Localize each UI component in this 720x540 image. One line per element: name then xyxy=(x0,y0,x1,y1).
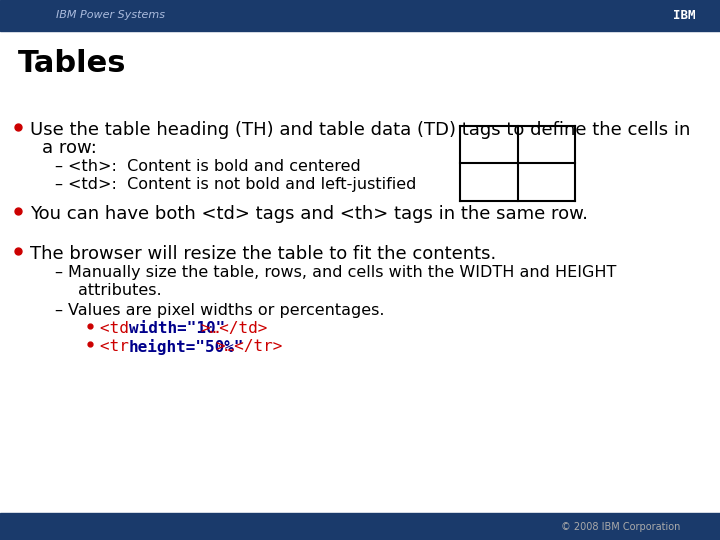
Text: >…</tr>: >…</tr> xyxy=(215,339,282,354)
Text: height="50%": height="50%" xyxy=(129,339,244,355)
Text: –: – xyxy=(54,177,62,192)
Text: <tr: <tr xyxy=(100,339,138,354)
Text: <td>:  Content is not bold and left-justified: <td>: Content is not bold and left-justi… xyxy=(68,177,416,192)
Text: Use the table heading (TH) and table data (TD) tags to define the cells in: Use the table heading (TH) and table dat… xyxy=(30,121,690,139)
Bar xyxy=(0,0,720,31)
Text: a row:: a row: xyxy=(42,139,97,157)
Text: You can have both <td> tags and <th> tags in the same row.: You can have both <td> tags and <th> tag… xyxy=(30,205,588,223)
Text: >…</td>: >…</td> xyxy=(201,321,268,336)
Text: width="10": width="10" xyxy=(129,321,225,336)
Text: <th>:  Content is bold and centered: <th>: Content is bold and centered xyxy=(68,159,361,174)
Text: <td: <td xyxy=(100,321,138,336)
Text: © 2008 IBM Corporation: © 2008 IBM Corporation xyxy=(561,522,680,531)
Text: –: – xyxy=(54,303,62,318)
Text: Tables: Tables xyxy=(18,49,127,78)
Text: IBM: IBM xyxy=(672,9,695,22)
Text: The browser will resize the table to fit the contents.: The browser will resize the table to fit… xyxy=(30,245,496,263)
Bar xyxy=(0,513,720,540)
Text: attributes.: attributes. xyxy=(78,283,161,298)
Text: –: – xyxy=(54,265,62,280)
Text: –: – xyxy=(54,159,62,174)
Text: IBM Power Systems: IBM Power Systems xyxy=(55,10,164,21)
Text: Manually size the table, rows, and cells with the WIDTH and HEIGHT: Manually size the table, rows, and cells… xyxy=(68,265,616,280)
Text: Values are pixel widths or percentages.: Values are pixel widths or percentages. xyxy=(68,303,384,318)
